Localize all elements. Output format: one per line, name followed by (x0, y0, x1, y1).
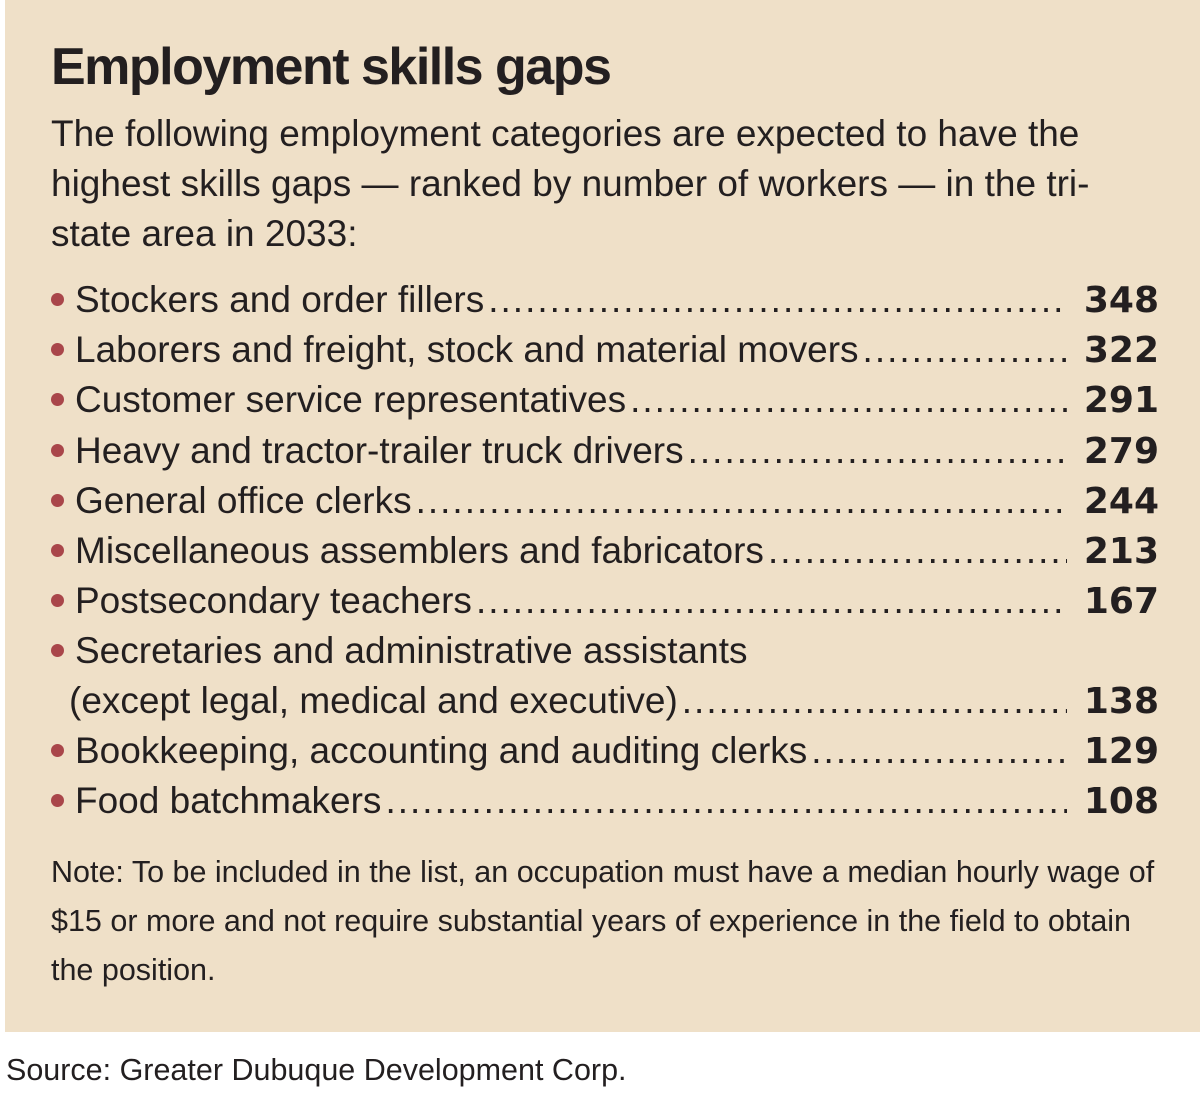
occupation-label: Miscellaneous assemblers and fabricators (75, 530, 764, 572)
occupation-label: (except legal, medical and executive) (69, 679, 678, 721)
dot-leader (682, 676, 1067, 725)
occupation-list: Stockers and order fillers 348 Laborers … (47, 275, 1159, 826)
occupation-label: Stockers and order fillers (75, 279, 485, 320)
occupation-label: Bookkeeping, accounting and auditing cle… (75, 729, 808, 771)
worker-count: 167 (1083, 581, 1159, 623)
graphic-panel: Employment skills gaps The following emp… (5, 0, 1200, 1032)
worker-count: 244 (1083, 480, 1159, 522)
occupation-label: Customer service representatives (75, 379, 627, 421)
worker-count: 108 (1083, 781, 1159, 823)
dot-leader (476, 576, 1067, 625)
occupation-label-line1: Secretaries and administrative assistant… (75, 630, 748, 672)
list-item: Laborers and freight, stock and material… (47, 325, 1159, 375)
dot-leader (688, 426, 1067, 475)
occupation-label: Laborers and freight, stock and material… (75, 329, 859, 371)
dot-leader (385, 776, 1067, 825)
list-item: Secretaries and administrative assistant… (47, 626, 1159, 725)
worker-count: 322 (1083, 330, 1159, 372)
intro-text: The following employment categories are … (51, 113, 1090, 254)
dot-leader (768, 526, 1067, 575)
bullet-icon (51, 594, 64, 608)
worker-count: 129 (1083, 730, 1159, 772)
page-title: Employment skills gaps (51, 38, 612, 96)
list-item: General office clerks 244 (47, 476, 1159, 526)
source-credit: Source: Greater Dubuque Development Corp… (6, 1053, 627, 1087)
footnote: Note: To be included in the list, an occ… (51, 855, 1155, 987)
bullet-icon (51, 343, 64, 357)
bullet-icon (51, 544, 64, 558)
bullet-icon (51, 443, 64, 457)
worker-count: 279 (1083, 430, 1159, 472)
worker-count: 291 (1083, 380, 1159, 422)
list-item: Food batchmakers 108 (47, 776, 1159, 826)
worker-count: 348 (1083, 280, 1159, 321)
list-item: Bookkeeping, accounting and auditing cle… (47, 726, 1159, 776)
list-item: Stockers and order fillers 348 (47, 275, 1159, 325)
worker-count: 138 (1083, 680, 1159, 722)
bullet-icon (51, 293, 64, 306)
list-item: Heavy and tractor-trailer truck drivers … (47, 426, 1159, 476)
list-item: Postsecondary teachers 167 (47, 576, 1159, 626)
bullet-icon (51, 644, 64, 658)
dot-leader (863, 325, 1067, 374)
occupation-label: Heavy and tractor-trailer truck drivers (75, 429, 684, 471)
bullet-icon (51, 393, 64, 407)
dot-leader (488, 275, 1067, 324)
bullet-icon (51, 493, 64, 507)
list-item: Customer service representatives 291 (47, 375, 1159, 425)
occupation-label: Postsecondary teachers (75, 580, 472, 622)
worker-count: 213 (1083, 531, 1159, 573)
dot-leader (630, 375, 1067, 424)
bullet-icon (51, 743, 64, 757)
bullet-icon (51, 794, 64, 808)
dot-leader (416, 476, 1067, 525)
dot-leader (811, 726, 1067, 775)
list-item: Miscellaneous assemblers and fabricators… (47, 526, 1159, 576)
occupation-label: Food batchmakers (75, 780, 382, 822)
occupation-label: General office clerks (75, 479, 412, 521)
